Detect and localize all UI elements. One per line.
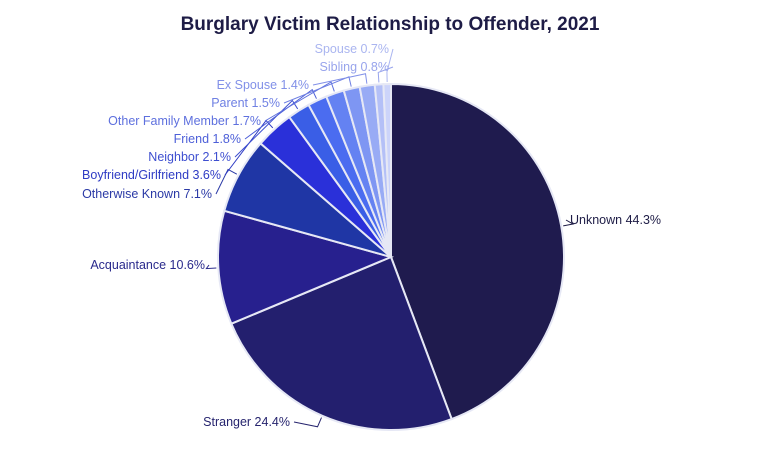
leader-line-stranger xyxy=(293,417,322,428)
pie-slice-acquaintance xyxy=(217,209,395,326)
leader-line-otherwise-known xyxy=(215,168,238,195)
pie-slice-unknown xyxy=(390,82,565,421)
slice-labels: Unknown 44.3% Stranger 24.4% Acquaintance … xyxy=(82,42,661,429)
chart-title: Burglary Victim Relationship to Offender… xyxy=(180,14,600,35)
leader-line-friend xyxy=(244,88,317,140)
slice-label-spouse: Spouse 0.7% xyxy=(315,42,389,56)
slice-label-neighbor: Neighbor 2.1% xyxy=(148,150,231,164)
leader-line-ex-spouse xyxy=(312,73,368,86)
pie-slices xyxy=(217,82,565,431)
slice-label-friend: Friend 1.8% xyxy=(174,132,241,146)
leader-line-acquaintance xyxy=(205,264,217,270)
slice-label-ex-spouse: Ex Spouse 1.4% xyxy=(217,78,309,92)
slice-label-stranger: Stranger 24.4% xyxy=(203,415,290,429)
leader-line-unknown xyxy=(563,219,575,227)
leader-line-spouse xyxy=(386,48,394,83)
slice-label-unknown: Unknown 44.3% xyxy=(570,213,661,227)
slice-label-otherwise-known: Otherwise Known 7.1% xyxy=(82,187,212,201)
slice-label-boyfriend-girlfriend: Boyfriend/Girlfriend 3.6% xyxy=(82,168,221,182)
slice-label-sibling: Sibling 0.8% xyxy=(320,60,390,74)
leader-line-other-family-member xyxy=(264,81,335,122)
pie-slice-spouse xyxy=(382,82,392,258)
leader-lines xyxy=(205,48,575,428)
slice-label-other-family-member: Other Family Member 1.7% xyxy=(108,114,261,128)
leader-line-neighbor xyxy=(234,99,299,158)
slice-label-acquaintance: Acquaintance 10.6% xyxy=(90,258,205,272)
slice-label-parent: Parent 1.5% xyxy=(211,96,280,110)
pie-slice-stranger xyxy=(230,255,453,431)
